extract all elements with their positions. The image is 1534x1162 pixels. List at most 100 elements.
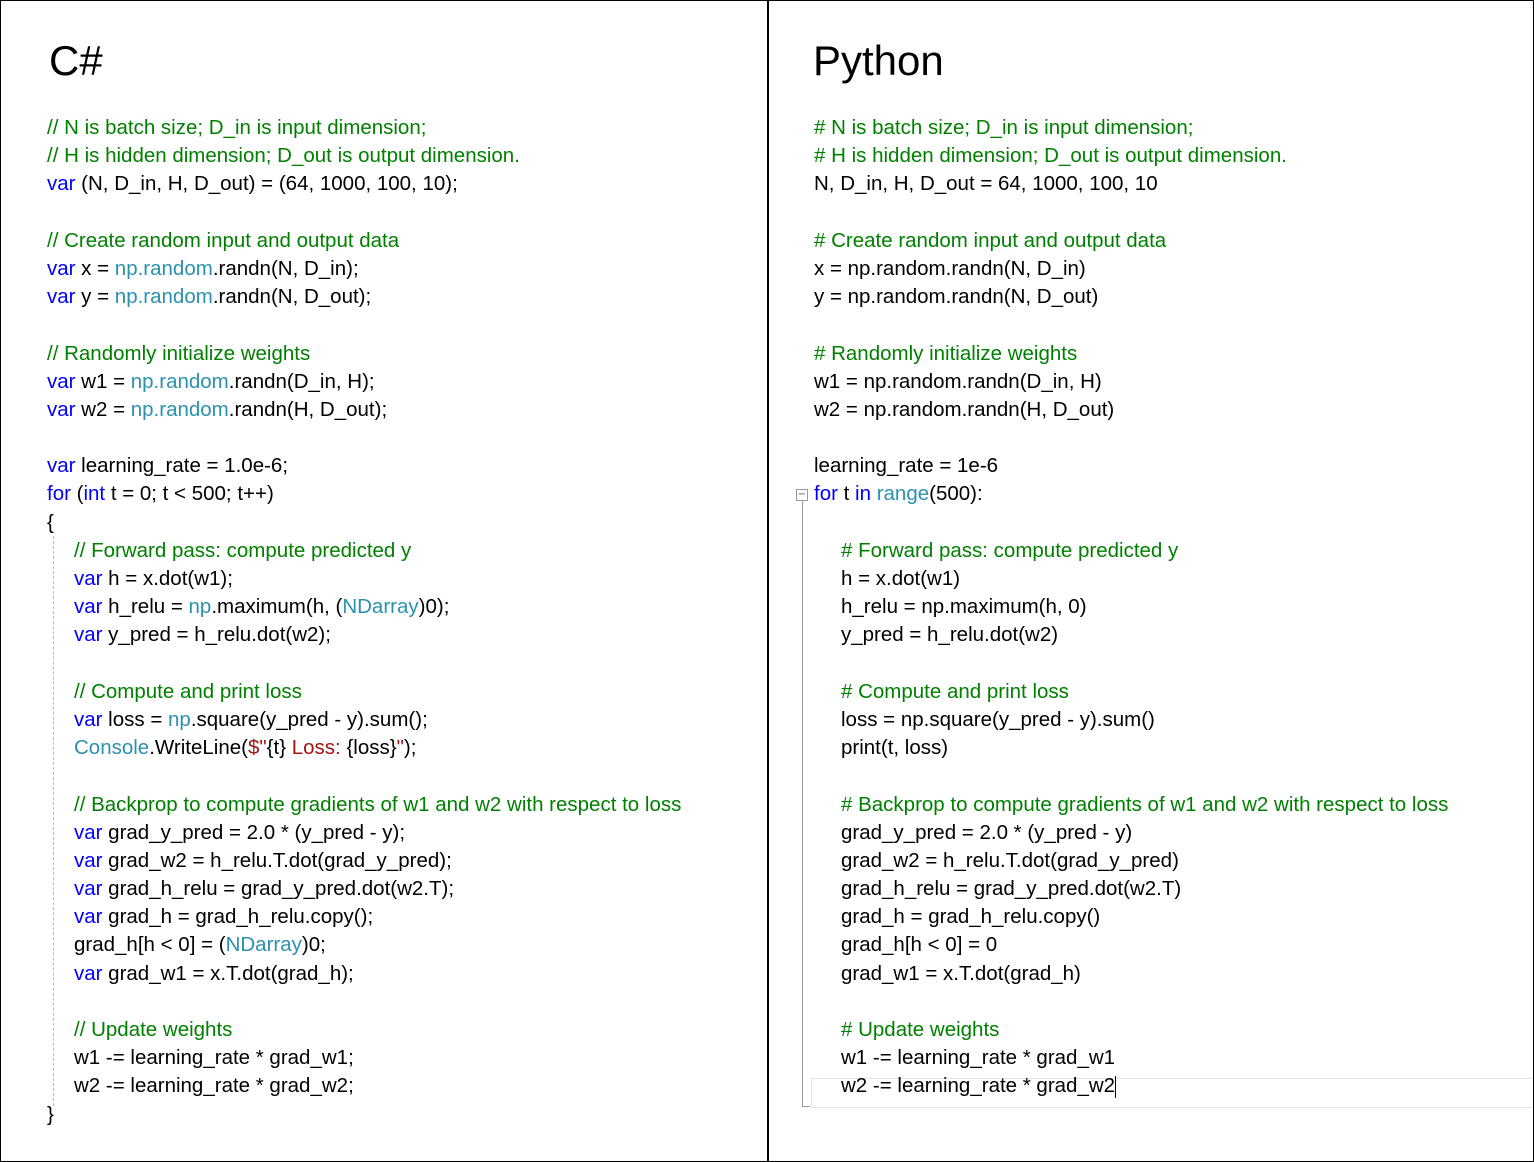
code-line: var loss = np.square(y_pred - y).sum(); bbox=[47, 706, 681, 734]
code-text: x = bbox=[75, 256, 115, 280]
comment: # Create random input and output data bbox=[814, 228, 1167, 252]
comment: // Compute and print loss bbox=[74, 679, 302, 703]
code-line: { bbox=[47, 509, 681, 537]
code-line: h_relu = np.maximum(h, 0) bbox=[814, 593, 1448, 621]
code-line bbox=[47, 424, 681, 452]
code-line: w1 = np.random.randn(D_in, H) bbox=[814, 368, 1448, 396]
code-line: } bbox=[47, 1101, 681, 1129]
code-line: # Create random input and output data bbox=[814, 227, 1448, 255]
python-code-editor[interactable]: # N is batch size; D_in is input dimensi… bbox=[814, 114, 1448, 1101]
code-line: # Forward pass: compute predicted y bbox=[814, 537, 1448, 565]
csharp-code-editor[interactable]: // N is batch size; D_in is input dimens… bbox=[47, 114, 681, 1129]
comment: # H is hidden dimension; D_out is output… bbox=[814, 144, 1287, 168]
code-text: .randn(H, D_out); bbox=[228, 397, 388, 421]
code-text: x = np.random.randn(N, D_in) bbox=[814, 256, 1086, 280]
code-line bbox=[814, 424, 1448, 452]
code-line: N, D_in, H, D_out = 64, 1000, 100, 10 bbox=[814, 170, 1448, 198]
keyword: var bbox=[74, 905, 103, 929]
comment: // Update weights bbox=[74, 1018, 233, 1041]
code-text: w1 -= learning_rate * grad_w1 bbox=[841, 1046, 1116, 1070]
string-literal: Loss: bbox=[286, 736, 347, 760]
code-line bbox=[814, 762, 1448, 790]
code-text: print(t, loss) bbox=[841, 736, 949, 760]
comment: // Create random input and output data bbox=[47, 228, 400, 252]
code-text: grad_w2 = h_relu.T.dot(grad_y_pred) bbox=[841, 848, 1179, 872]
code-text: )0; bbox=[301, 933, 326, 957]
code-line bbox=[814, 199, 1448, 227]
code-line: // H is hidden dimension; D_out is outpu… bbox=[47, 142, 681, 170]
code-line: for t in range(500): bbox=[814, 480, 1448, 508]
code-line: grad_w1 = x.T.dot(grad_h) bbox=[814, 960, 1448, 988]
comment: # Update weights bbox=[841, 1018, 1000, 1041]
type-name: np.random bbox=[114, 285, 213, 309]
code-text: N, D_in, H, D_out = 64, 1000, 100, 10 bbox=[814, 172, 1158, 196]
code-text: h = x.dot(w1); bbox=[102, 567, 233, 590]
code-text: ); bbox=[403, 736, 417, 760]
code-line: var w1 = np.random.randn(D_in, H); bbox=[47, 368, 681, 396]
code-line: w2 -= learning_rate * grad_w2; bbox=[47, 1072, 681, 1100]
comment: # N is batch size; D_in is input dimensi… bbox=[814, 116, 1194, 139]
comment: // Forward pass: compute predicted y bbox=[74, 538, 412, 562]
code-line: y = np.random.randn(N, D_out) bbox=[814, 283, 1448, 311]
code-line: w1 -= learning_rate * grad_w1 bbox=[814, 1044, 1448, 1072]
code-text: loss = np.square(y_pred - y).sum() bbox=[841, 707, 1155, 731]
keyword: in bbox=[855, 482, 871, 506]
code-line: h = x.dot(w1) bbox=[814, 565, 1448, 593]
code-line bbox=[47, 311, 681, 339]
code-line: var w2 = np.random.randn(H, D_out); bbox=[47, 396, 681, 424]
code-line bbox=[47, 199, 681, 227]
code-text: w1 = bbox=[75, 369, 131, 393]
code-line: w1 -= learning_rate * grad_w1; bbox=[47, 1044, 681, 1072]
code-line: # Compute and print loss bbox=[814, 678, 1448, 706]
code-text: grad_h[h < 0] = ( bbox=[74, 933, 226, 957]
code-text: .randn(D_in, H); bbox=[228, 369, 375, 393]
code-text: grad_w2 = h_relu.T.dot(grad_y_pred); bbox=[102, 848, 452, 872]
code-text: grad_h[h < 0] = 0 bbox=[841, 933, 998, 957]
python-title: Python bbox=[813, 37, 944, 84]
current-line-highlight bbox=[811, 1078, 1533, 1108]
code-text: w2 = bbox=[75, 397, 131, 421]
code-line: var (N, D_in, H, D_out) = (64, 1000, 100… bbox=[47, 170, 681, 198]
code-line: var y_pred = h_relu.dot(w2); bbox=[47, 621, 681, 649]
code-text: grad_h_relu = grad_y_pred.dot(w2.T); bbox=[102, 877, 455, 901]
code-line: grad_w2 = h_relu.T.dot(grad_y_pred) bbox=[814, 847, 1448, 875]
code-line: Console.WriteLine($"{t} Loss: {loss}"); bbox=[47, 734, 681, 762]
code-text: h = x.dot(w1) bbox=[841, 567, 961, 590]
code-line bbox=[47, 650, 681, 678]
code-line: # Randomly initialize weights bbox=[814, 340, 1448, 368]
type-name: NDarray bbox=[225, 933, 302, 957]
type-name: range bbox=[876, 482, 930, 506]
keyword: var bbox=[47, 285, 76, 309]
collapse-icon[interactable]: − bbox=[796, 489, 808, 501]
code-text: w2 = np.random.randn(H, D_out) bbox=[814, 397, 1115, 421]
code-line bbox=[814, 988, 1448, 1016]
keyword: var bbox=[74, 567, 103, 590]
comment: # Forward pass: compute predicted y bbox=[841, 538, 1179, 562]
indent-guide bbox=[53, 536, 54, 1106]
code-line: # Update weights bbox=[814, 1016, 1448, 1044]
code-line: var grad_h = grad_h_relu.copy(); bbox=[47, 903, 681, 931]
type-name: np bbox=[188, 595, 212, 619]
keyword: var bbox=[74, 707, 103, 731]
code-line: // N is batch size; D_in is input dimens… bbox=[47, 114, 681, 142]
code-text: grad_h = grad_h_relu.copy() bbox=[841, 905, 1101, 929]
code-text: loss = bbox=[102, 707, 168, 731]
code-line: w2 = np.random.randn(H, D_out) bbox=[814, 396, 1448, 424]
keyword: var bbox=[74, 595, 103, 619]
code-text: t = 0; t < 500; t++) bbox=[105, 482, 274, 506]
keyword: var bbox=[47, 369, 76, 393]
code-text: (N, D_in, H, D_out) = (64, 1000, 100, 10… bbox=[75, 172, 458, 196]
keyword: var bbox=[74, 623, 103, 647]
code-text: } bbox=[47, 1102, 54, 1126]
csharp-title: C# bbox=[49, 37, 103, 84]
code-line bbox=[814, 650, 1448, 678]
code-text: w2 -= learning_rate * grad_w2 bbox=[841, 1074, 1116, 1098]
code-text: {t} bbox=[266, 736, 287, 760]
text-caret bbox=[1115, 1075, 1117, 1098]
code-line: learning_rate = 1e-6 bbox=[814, 452, 1448, 480]
code-line bbox=[814, 509, 1448, 537]
code-text: (500): bbox=[929, 482, 983, 506]
comment: // N is batch size; D_in is input dimens… bbox=[47, 116, 427, 139]
code-line: grad_y_pred = 2.0 * (y_pred - y) bbox=[814, 819, 1448, 847]
code-line bbox=[814, 311, 1448, 339]
